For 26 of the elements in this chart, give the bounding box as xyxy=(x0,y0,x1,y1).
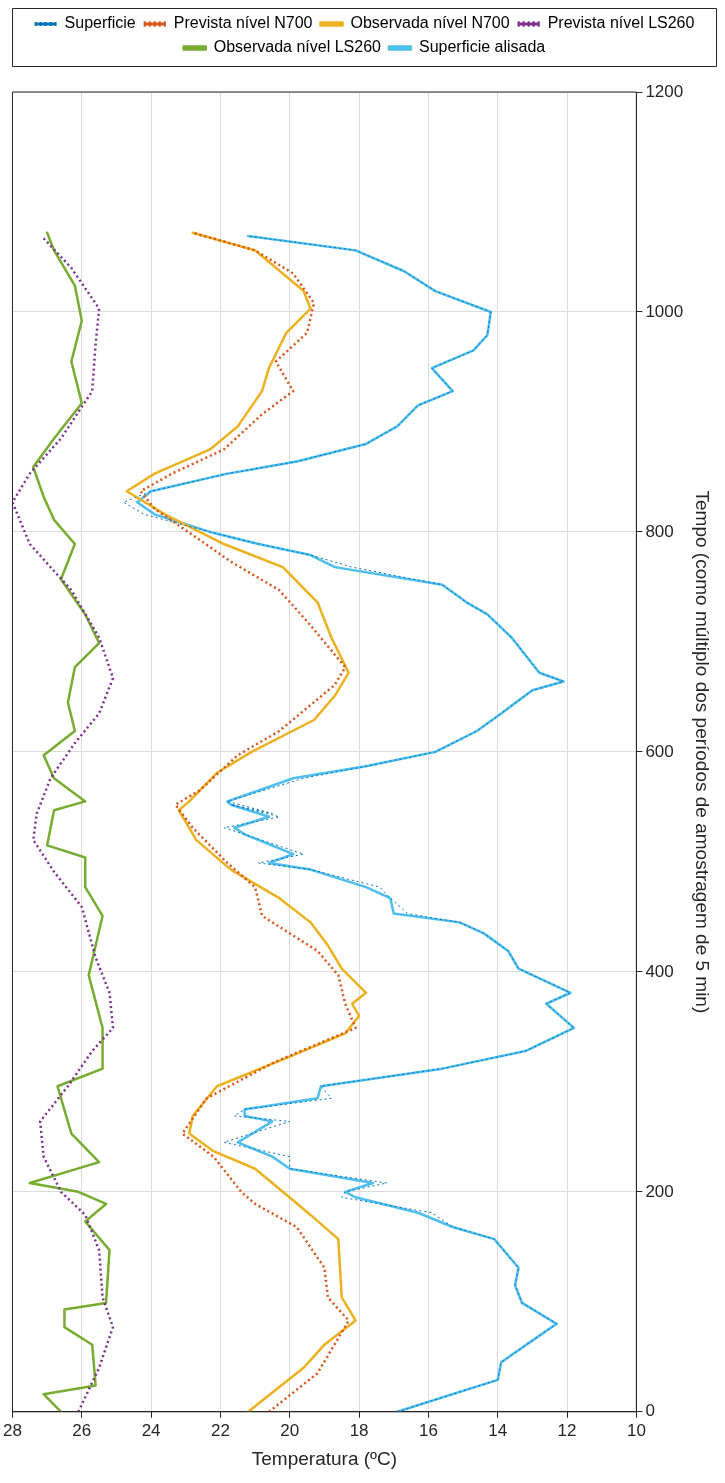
y-tick-label: 0 xyxy=(645,1401,655,1421)
legend-label: Observada nível N700 xyxy=(350,14,510,32)
legend-label: Superficie alisada xyxy=(418,38,546,56)
y-tick-label: 800 xyxy=(645,521,674,541)
legend-label: Prevista nível LS260 xyxy=(547,14,695,32)
y-tick-label: 200 xyxy=(645,1181,674,1201)
y-tick-label: 600 xyxy=(645,741,674,761)
y-tick-label: 1000 xyxy=(645,301,684,321)
x-tick-label: 28 xyxy=(2,1420,22,1440)
legend-label: Superficie xyxy=(64,14,136,32)
y-tick-label: 1200 xyxy=(645,81,684,101)
x-axis-title: Temperatura (ºC) xyxy=(251,1447,398,1469)
x-tick-label: 24 xyxy=(141,1420,161,1440)
x-tick-label: 22 xyxy=(210,1420,230,1440)
line-series xyxy=(12,237,115,1412)
x-tick-label: 26 xyxy=(72,1420,92,1440)
x-tick-label: 10 xyxy=(626,1420,646,1440)
legend-label: Observada nível LS260 xyxy=(213,38,382,56)
y-tick-label: 400 xyxy=(645,961,674,981)
legend-label: Prevista nível N700 xyxy=(173,14,313,32)
y-axis-title: Tempo (como múltiplo dos períodos de amostragem de 5 min) xyxy=(692,490,714,1014)
x-tick-label: 12 xyxy=(557,1420,577,1440)
x-tick-label: 14 xyxy=(488,1420,508,1440)
x-tick-label: 18 xyxy=(349,1420,369,1440)
x-tick-label: 16 xyxy=(418,1420,438,1440)
x-tick-label: 20 xyxy=(280,1420,300,1440)
